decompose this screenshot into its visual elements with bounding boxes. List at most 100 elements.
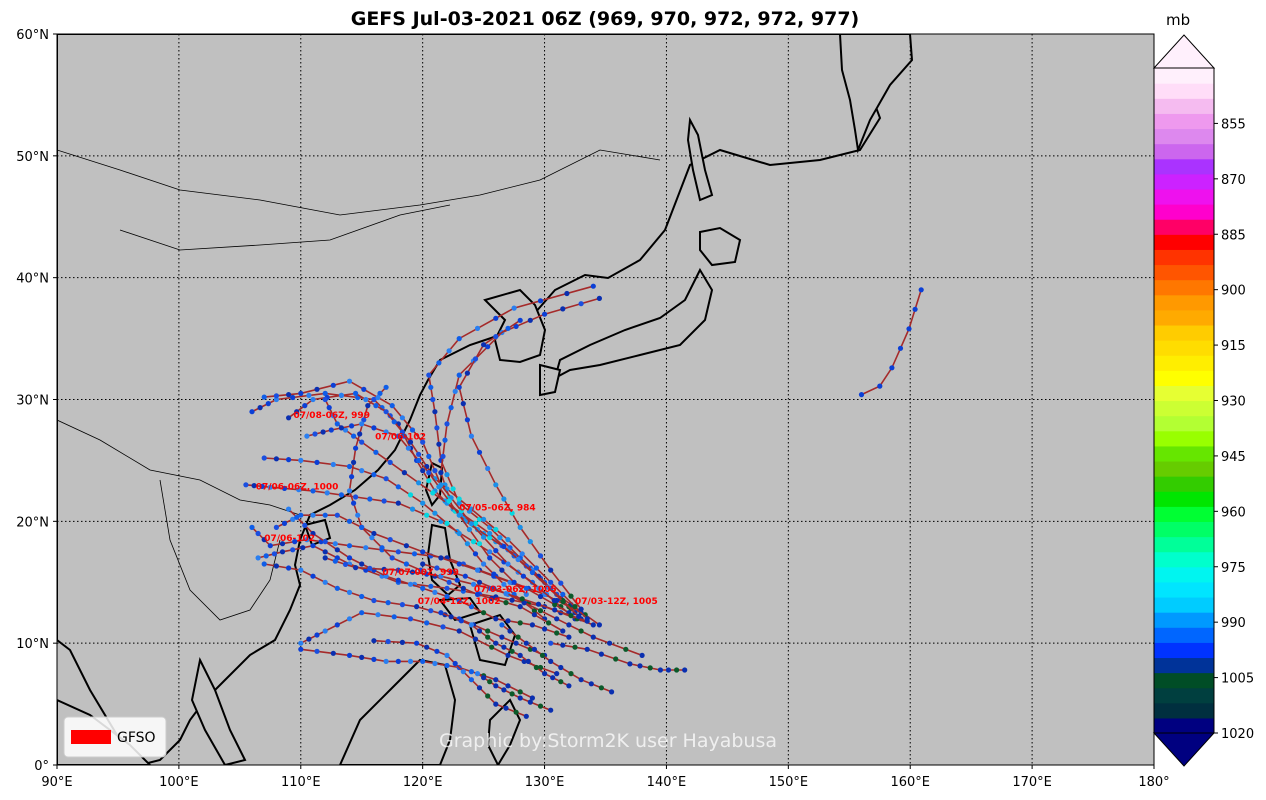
track-point bbox=[456, 530, 462, 537]
watermark: Graphic by:Storm2K user Hayabusa bbox=[439, 730, 777, 752]
track-line bbox=[288, 392, 588, 620]
colorbar-segment bbox=[1154, 687, 1214, 704]
track-point bbox=[531, 646, 538, 652]
colorbar-segment bbox=[1154, 173, 1214, 190]
track-point bbox=[324, 490, 330, 496]
track-point bbox=[548, 658, 554, 665]
track-point bbox=[487, 549, 493, 555]
track-point bbox=[432, 409, 438, 415]
track-point bbox=[338, 492, 344, 498]
track-point bbox=[462, 573, 468, 579]
track-point bbox=[405, 445, 411, 451]
colorbar-segment bbox=[1154, 309, 1214, 326]
colorbar-segment bbox=[1154, 642, 1214, 659]
track-point bbox=[267, 484, 273, 490]
track-point bbox=[525, 658, 531, 665]
track-point bbox=[489, 644, 495, 650]
track-point bbox=[456, 372, 462, 378]
track-point bbox=[912, 306, 918, 312]
track-point bbox=[493, 677, 499, 683]
track-point bbox=[363, 396, 369, 403]
track-point bbox=[456, 336, 462, 342]
track-point bbox=[290, 516, 296, 522]
colorbar-segment bbox=[1154, 143, 1214, 160]
track-point bbox=[464, 370, 470, 376]
track-point bbox=[310, 512, 316, 518]
track-point bbox=[613, 656, 619, 662]
track-line bbox=[440, 611, 570, 687]
track-point bbox=[623, 646, 629, 652]
track-point bbox=[598, 685, 605, 691]
track-point bbox=[554, 616, 560, 622]
track-point bbox=[584, 618, 590, 624]
track-point bbox=[674, 667, 680, 673]
track-point bbox=[359, 524, 365, 531]
track-point bbox=[420, 468, 426, 474]
track-point bbox=[442, 437, 448, 443]
kamchatka bbox=[838, 34, 914, 154]
track-point bbox=[460, 401, 466, 407]
track-point bbox=[383, 476, 389, 482]
track-point bbox=[468, 506, 474, 512]
asia-mainland bbox=[57, 34, 882, 765]
track-point bbox=[334, 512, 340, 518]
track-line bbox=[422, 563, 643, 657]
track-point bbox=[517, 604, 523, 610]
track-point bbox=[377, 390, 383, 396]
track-point bbox=[444, 662, 450, 669]
track-point bbox=[460, 585, 466, 591]
track-point bbox=[519, 596, 525, 602]
track-point bbox=[509, 648, 515, 654]
track-point bbox=[470, 581, 477, 587]
track-point bbox=[375, 394, 381, 401]
track-point bbox=[359, 561, 365, 567]
track-point bbox=[523, 713, 529, 719]
track-point bbox=[322, 390, 328, 396]
track-point bbox=[334, 421, 340, 427]
colorbar-segment bbox=[1154, 717, 1214, 734]
track-point bbox=[474, 671, 481, 677]
track-point bbox=[517, 524, 523, 531]
track-point bbox=[493, 616, 499, 622]
track-point bbox=[391, 614, 397, 620]
track-point bbox=[485, 628, 491, 634]
track-annotation: 07/08-06Z, 999 bbox=[294, 411, 370, 421]
colorbar-tick-label: 870 bbox=[1221, 173, 1246, 188]
track-point bbox=[501, 687, 507, 693]
lat-tick-label: 60°N bbox=[16, 28, 49, 43]
track-point bbox=[511, 305, 517, 311]
track-point bbox=[428, 583, 434, 589]
track-point bbox=[292, 539, 298, 545]
track-point bbox=[487, 555, 493, 561]
track-point bbox=[286, 565, 292, 571]
track-point bbox=[517, 695, 523, 701]
track-point bbox=[493, 334, 499, 340]
track-point bbox=[334, 585, 340, 591]
track-point bbox=[286, 457, 292, 463]
track-point bbox=[414, 604, 420, 610]
track-line bbox=[373, 639, 527, 718]
track-point bbox=[249, 409, 255, 415]
track-point bbox=[897, 345, 904, 351]
track-point bbox=[517, 317, 523, 323]
track-point bbox=[476, 449, 483, 455]
track-point bbox=[509, 691, 515, 697]
track-point bbox=[505, 652, 511, 659]
track-point bbox=[383, 658, 389, 665]
track-point bbox=[515, 634, 521, 640]
colorbar: 1020 1005 990 975 960 945 930 915 900 885 870 855 bbox=[1152, 34, 1254, 767]
track-point bbox=[472, 636, 479, 642]
track-point bbox=[560, 306, 566, 312]
colorbar-segment bbox=[1154, 430, 1214, 447]
track-point bbox=[346, 543, 353, 549]
japan-hokkaido bbox=[699, 226, 742, 267]
track-point bbox=[456, 512, 462, 518]
track-point bbox=[647, 665, 653, 671]
track-point bbox=[261, 537, 267, 543]
track-point bbox=[395, 484, 401, 490]
track-point bbox=[361, 386, 367, 392]
colorbar-max-extend bbox=[1152, 34, 1216, 69]
track-point bbox=[359, 610, 365, 616]
track-point bbox=[588, 681, 594, 687]
track-point bbox=[271, 551, 277, 557]
